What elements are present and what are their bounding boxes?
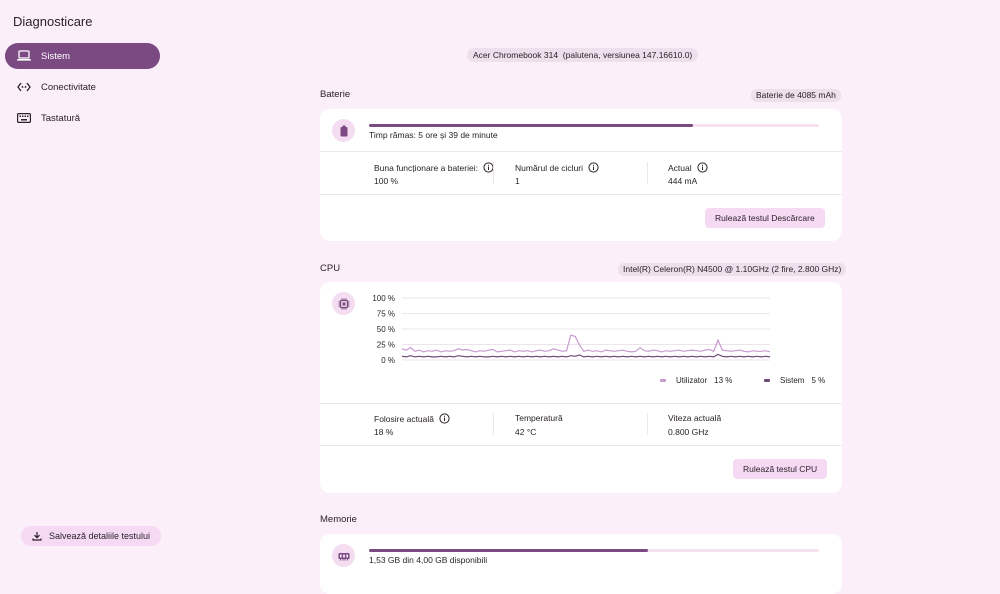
info-icon[interactable]	[697, 162, 708, 173]
legend-label: Utilizator	[676, 376, 708, 385]
sidebar-item-conectivitate[interactable]: Conectivitate	[5, 74, 160, 100]
battery-cycles-label: Numărul de cicluri	[515, 162, 599, 173]
cpu-series-line-utilizator	[401, 334, 771, 353]
cpu-icon	[332, 292, 355, 315]
battery-capacity-chip: Baterie de 4085 mAh	[751, 89, 841, 102]
battery-section-title: Baterie	[320, 89, 351, 100]
laptop-icon	[17, 49, 31, 63]
divider	[320, 194, 842, 195]
memory-section-title: Memorie	[320, 514, 357, 525]
cpu-model-chip: Intel(R) Celeron(R) N4500 @ 1.10GHz (2 f…	[618, 263, 847, 276]
keyboard-icon	[17, 111, 31, 125]
legend-value: 13 %	[714, 376, 733, 385]
y-tick-label: 0 %	[381, 356, 395, 365]
cpu-usage-label: Folosire actuală	[374, 413, 450, 424]
divider	[493, 162, 494, 184]
y-tick-label: 50 %	[377, 325, 395, 334]
memory-usage-fill	[369, 549, 648, 552]
run-cpu-test-button[interactable]: Rulează testul CPU	[733, 459, 828, 479]
legend-utilizator: Utilizator 13 %	[660, 376, 732, 385]
app-title: Diagnosticare	[13, 14, 93, 29]
info-icon[interactable]	[439, 413, 450, 424]
sidebar-nav: Sistem Conectivitate Tastatură	[5, 43, 160, 136]
y-tick-label: 25 %	[377, 341, 395, 350]
legend-sistem: Sistem 5 %	[764, 376, 825, 385]
cpu-series-line-sistem	[401, 353, 771, 358]
sidebar-item-label: Sistem	[41, 50, 71, 62]
battery-health-label-text: Buna funcționare a bateriei:	[374, 162, 478, 173]
cpu-speed-label: Viteza actuală	[668, 413, 722, 423]
y-tick-label: 100 %	[372, 294, 395, 303]
info-icon[interactable]	[588, 162, 599, 173]
battery-level-bar	[369, 124, 819, 127]
y-tick-label: 75 %	[377, 310, 395, 319]
device-name: Acer Chromebook 314	[473, 50, 559, 60]
legend-label: Sistem	[780, 376, 805, 385]
battery-icon	[332, 119, 355, 142]
download-icon	[32, 531, 42, 541]
sidebar-item-tastatura[interactable]: Tastatură	[5, 105, 160, 131]
save-test-details-label: Salvează detaliile testului	[48, 531, 151, 541]
battery-current-value: 444 mA	[668, 176, 698, 186]
battery-health-label: Buna funcționare a bateriei:	[374, 162, 494, 173]
legend-value: 5 %	[811, 376, 826, 385]
memory-icon	[332, 544, 355, 567]
divider	[647, 162, 648, 184]
cpu-speed-value: 0.800 GHz	[668, 427, 709, 437]
battery-current-label-text: Actual	[668, 162, 692, 173]
cpu-card: 100 % 75 % 50 % 25 % 0 % Utilizator 13 % Sis…	[320, 282, 842, 493]
cpu-temperature-value: 42 °C	[515, 427, 537, 437]
divider	[493, 413, 494, 435]
cpu-usage-label-text: Folosire actuală	[374, 413, 435, 424]
memory-usage-bar	[369, 549, 819, 552]
sidebar-item-label: Conectivitate	[41, 81, 96, 93]
cpu-temperature-label: Temperatură	[515, 413, 563, 423]
memory-card: 1,53 GB din 4,00 GB disponibili	[320, 534, 842, 594]
device-info-chip: Acer Chromebook 314 (palutena, versiunea…	[467, 48, 699, 62]
cpu-usage-value: 18 %	[374, 427, 394, 437]
battery-cycles-value: 1	[515, 176, 520, 186]
divider	[320, 403, 842, 404]
divider	[320, 445, 842, 446]
legend-swatch	[764, 379, 770, 382]
cpu-usage-chart: 100 % 75 % 50 % 25 % 0 %	[372, 294, 771, 365]
battery-time-remaining: Timp rămas: 5 ore și 39 de minute	[369, 130, 498, 140]
legend-swatch	[660, 379, 666, 382]
run-discharge-test-button[interactable]: Rulează testul Descărcare	[705, 208, 825, 228]
battery-level-fill	[369, 124, 693, 127]
sidebar-item-label: Tastatură	[41, 112, 81, 124]
battery-current-label: Actual	[668, 162, 708, 173]
cpu-section-title: CPU	[320, 263, 341, 274]
divider	[647, 413, 648, 435]
sidebar-item-sistem[interactable]: Sistem	[5, 43, 160, 69]
connectivity-icon	[17, 80, 31, 94]
device-detail: (palutena, versiunea 147.16610.0)	[562, 50, 693, 60]
divider	[320, 151, 842, 152]
save-test-details-button[interactable]: Salvează detaliile testului	[21, 526, 161, 546]
battery-card: Timp rămas: 5 ore și 39 de minute Buna f…	[320, 109, 842, 241]
memory-usage-text: 1,53 GB din 4,00 GB disponibili	[369, 555, 488, 565]
battery-health-value: 100 %	[374, 176, 399, 186]
battery-cycles-label-text: Numărul de cicluri	[515, 162, 584, 173]
